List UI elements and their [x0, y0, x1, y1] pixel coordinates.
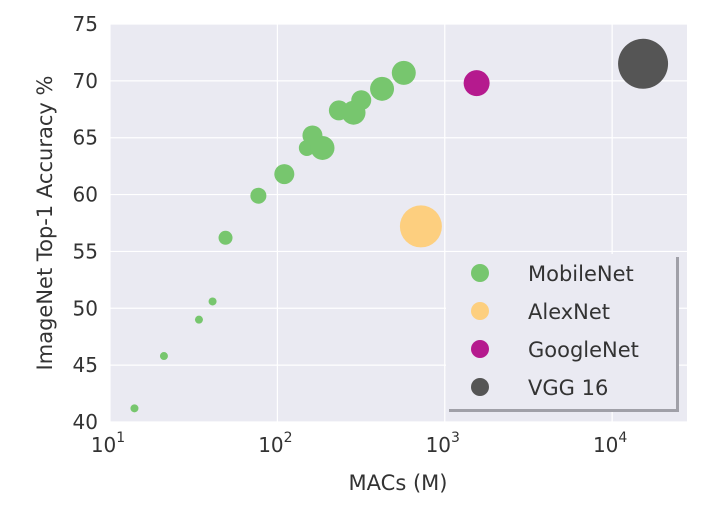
x-tick-label: 103 [426, 430, 460, 457]
legend-marker-alexnet [471, 302, 489, 320]
x-tick-label: 101 [91, 430, 125, 457]
mobilenet-point [130, 404, 139, 413]
x-tick-label: 104 [593, 430, 627, 457]
legend-marker-googlenet [471, 340, 489, 358]
mobilenet-point [391, 60, 416, 85]
y-tick-label: 40 [73, 410, 98, 434]
data-points [130, 38, 669, 413]
y-axis-ticks: 40 45 50 55 60 65 70 75 [73, 12, 98, 434]
y-tick-label: 45 [73, 353, 98, 377]
x-axis-ticks: 101 102 103 104 [91, 430, 628, 457]
mobilenet-point [159, 352, 168, 361]
mobilenet-point [208, 297, 217, 306]
x-axis-label: MACs (M) [349, 471, 448, 495]
vgg-16-point [618, 38, 669, 89]
y-axis-label: ImageNet Top-1 Accuracy % [33, 76, 57, 371]
mobilenet-point [310, 135, 335, 160]
mobilenet-point [351, 90, 372, 111]
x-tick-label: 102 [258, 430, 292, 457]
y-tick-label: 75 [73, 12, 98, 36]
legend-label-googlenet: GoogleNet [528, 338, 639, 362]
y-tick-label: 55 [73, 239, 98, 263]
mobilenet-point [250, 187, 267, 204]
alexnet-point [399, 205, 442, 248]
legend-marker-mobilenet [471, 264, 489, 282]
googlenet-point [463, 70, 490, 97]
y-tick-label: 65 [73, 126, 98, 150]
legend-label-alexnet: AlexNet [528, 300, 610, 324]
mobilenet-point [218, 230, 233, 245]
mobilenet-point [370, 76, 395, 101]
grid-lines [109, 23, 687, 423]
y-tick-label: 70 [73, 69, 98, 93]
legend-label-vgg-16: VGG 16 [528, 376, 608, 400]
mobilenet-point [194, 315, 203, 324]
legend: MobileNet AlexNet GoogleNet VGG 16 [446, 254, 679, 412]
y-tick-label: 50 [73, 296, 98, 320]
legend-marker-vgg-16 [471, 378, 489, 396]
mobilenet-point [274, 164, 295, 185]
y-tick-label: 60 [73, 183, 98, 207]
legend-label-mobilenet: MobileNet [528, 262, 634, 286]
